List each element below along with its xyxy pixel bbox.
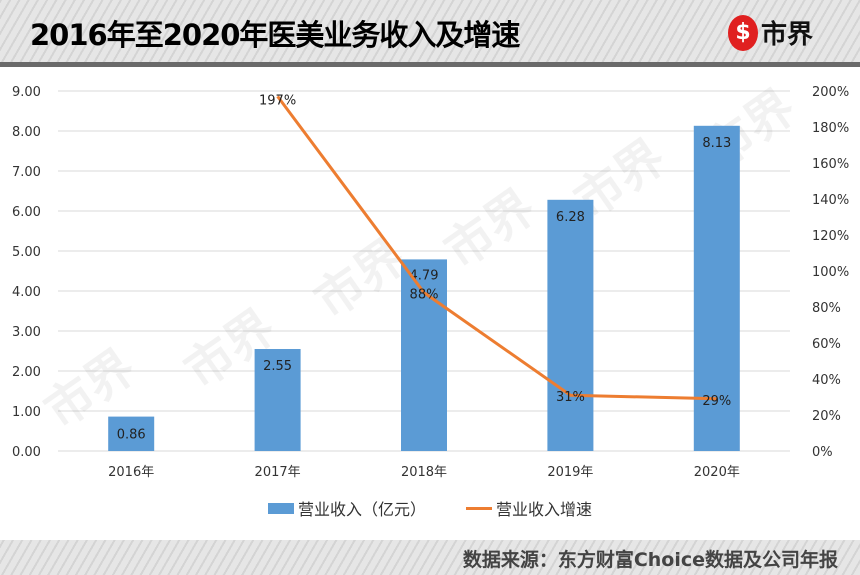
x-tick-label: 2017年	[255, 465, 301, 480]
legend-item-revenue: 营业收入（亿元）	[267, 496, 426, 520]
left-tick-label: 0.00	[12, 445, 41, 460]
watermark: 市界	[435, 179, 546, 280]
bar	[693, 125, 740, 452]
legend-item-growth: 营业收入增速	[466, 496, 592, 520]
right-tick-label: 20%	[812, 409, 841, 424]
legend-label: 营业收入（亿元）	[297, 500, 426, 519]
header-divider	[0, 62, 860, 67]
right-tick-label: 180%	[812, 121, 849, 136]
bar-data-label: 6.28	[556, 210, 585, 225]
legend-swatch-line	[466, 506, 492, 510]
header: 2016年至2020年医美业务收入及增速 $ 市界	[0, 0, 860, 62]
bar	[108, 416, 155, 451]
right-tick-label: 160%	[812, 157, 849, 172]
source-note: 数据来源：东方财富Choice数据及公司年报	[462, 549, 838, 571]
bar	[254, 349, 301, 451]
left-tick-label: 9.00	[12, 85, 41, 100]
bar-data-label: 4.79	[410, 268, 439, 283]
left-tick-label: 1.00	[12, 405, 41, 420]
growth-line	[276, 95, 717, 401]
left-tick-label: 8.00	[12, 125, 41, 140]
watermark: 市界	[305, 229, 416, 330]
right-tick-label: 60%	[812, 337, 841, 352]
x-tick-label: 2018年	[401, 465, 447, 480]
logo-icon: $	[728, 14, 758, 51]
logo: $ 市界	[728, 14, 813, 51]
left-tick-label: 2.00	[12, 365, 41, 380]
legend-label: 营业收入增速	[496, 500, 593, 519]
left-tick-label: 6.00	[12, 205, 41, 220]
left-tick-label: 5.00	[12, 245, 41, 260]
legend-swatch-bar	[267, 502, 294, 514]
bar	[547, 199, 594, 451]
legend: 营业收入（亿元） 营业收入增速	[0, 496, 860, 520]
right-tick-label: 140%	[812, 193, 849, 208]
bar-data-label: 8.13	[702, 136, 731, 151]
right-tick-label: 100%	[812, 265, 849, 280]
left-tick-label: 4.00	[12, 285, 41, 300]
line-data-label: 88%	[410, 288, 439, 303]
left-tick-label: 7.00	[12, 165, 41, 180]
right-tick-label: 40%	[812, 373, 841, 388]
page-title: 2016年至2020年医美业务收入及增速	[30, 18, 520, 52]
line-data-label: 197%	[259, 93, 296, 108]
x-tick-label: 2020年	[694, 465, 740, 480]
x-tick-label: 2016年	[108, 465, 154, 480]
bar-data-label: 2.55	[263, 359, 292, 374]
x-tick-label: 2019年	[547, 465, 593, 480]
chart: 0.00 1.00 2.00 3.00 4.00 5.00 6.00 7.00 8.00 9.00…	[12, 79, 849, 480]
bar-data-label: 0.86	[117, 428, 146, 443]
left-tick-label: 3.00	[12, 325, 41, 340]
logo-text: 市界	[761, 20, 814, 50]
right-tick-label: 200%	[812, 85, 849, 100]
footer: 数据来源：东方财富Choice数据及公司年报	[0, 540, 860, 575]
line-data-label: 29%	[702, 394, 731, 409]
right-tick-label: 0%	[812, 445, 833, 460]
right-tick-label: 120%	[812, 229, 849, 244]
line-data-label: 31%	[556, 390, 585, 405]
right-tick-label: 80%	[812, 301, 841, 316]
